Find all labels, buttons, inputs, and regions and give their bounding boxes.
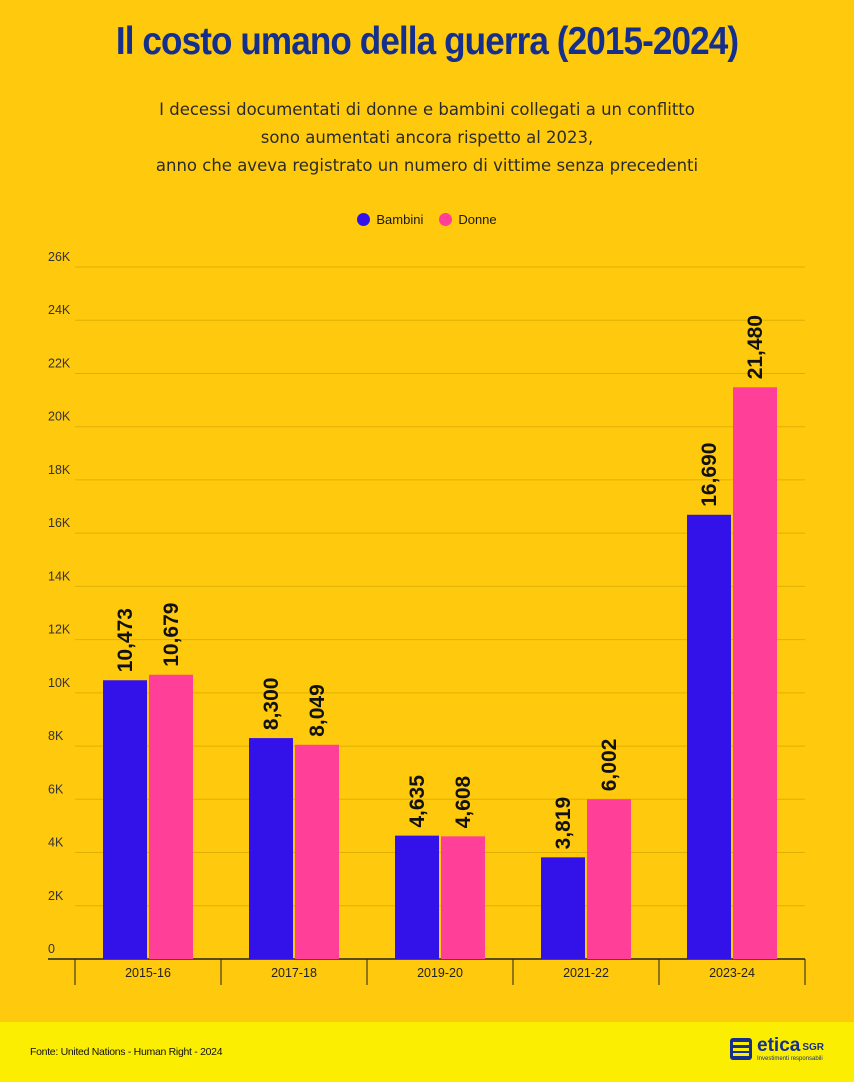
bar-bambini — [687, 514, 731, 959]
brand-name: etica SGR — [757, 1035, 824, 1056]
chart-subtitle: I decessi documentati di donne e bambini… — [60, 96, 794, 180]
chart-legend: Bambini Donne — [0, 212, 854, 227]
y-tick-label: 14K — [48, 569, 71, 583]
bar-bambini — [541, 857, 585, 959]
y-tick-label: 26K — [48, 250, 71, 264]
bar-bambini — [103, 680, 147, 959]
bar-donne — [441, 836, 485, 959]
brand-logo: etica SGR Investimenti responsabili — [730, 1036, 824, 1062]
y-tick-label: 18K — [48, 463, 71, 477]
etica-logo-icon — [730, 1038, 753, 1060]
source-note: Fonte: United Nations - Human Right - 20… — [30, 1046, 223, 1058]
legend-swatch-bambini — [357, 213, 371, 226]
x-tick-label: 2015-16 — [125, 966, 171, 980]
bar-donne — [149, 674, 193, 959]
legend-item-donne[interactable]: Donne — [439, 212, 497, 227]
bar-donne — [587, 799, 631, 959]
brand-tagline: Investimenti responsabili — [757, 1056, 823, 1062]
data-label: 6,002 — [598, 739, 621, 792]
legend-item-bambini[interactable]: Bambini — [357, 212, 423, 227]
y-tick-label: 2K — [48, 889, 64, 903]
data-label: 10,473 — [114, 608, 137, 672]
data-label: 21,480 — [744, 315, 767, 379]
y-tick-label: 24K — [48, 303, 71, 317]
bar-donne — [733, 387, 777, 960]
y-tick-label: 4K — [48, 836, 64, 850]
y-tick-label: 20K — [48, 410, 71, 424]
x-tick-label: 2017-18 — [271, 966, 317, 980]
data-label: 4,608 — [452, 775, 475, 828]
y-tick-label: 0 — [48, 942, 55, 956]
y-tick-label: 8K — [48, 729, 64, 743]
data-label: 16,690 — [698, 443, 721, 507]
legend-label: Bambini — [376, 212, 424, 227]
data-label: 8,049 — [306, 684, 329, 737]
x-tick-label: 2023-24 — [709, 966, 755, 980]
bar-bambini — [395, 835, 439, 959]
subtitle-line: anno che aveva registrato un numero di v… — [155, 156, 699, 175]
data-label: 4,635 — [406, 775, 429, 828]
legend-swatch-donne — [439, 213, 453, 226]
subtitle-line: I decessi documentati di donne e bambini… — [159, 100, 695, 119]
legend-label: Donne — [458, 212, 497, 227]
x-tick-label: 2019-20 — [417, 966, 463, 980]
bar-donne — [295, 744, 339, 959]
y-tick-label: 22K — [48, 356, 71, 370]
y-tick-label: 16K — [48, 516, 71, 530]
y-tick-label: 10K — [48, 676, 71, 690]
data-label: 10,679 — [160, 603, 183, 667]
y-tick-label: 12K — [48, 623, 71, 637]
bar-bambini — [249, 738, 293, 959]
data-label: 8,300 — [260, 678, 283, 731]
footer: Fonte: United Nations - Human Right - 20… — [0, 1022, 854, 1082]
bar-chart: 0 2K 4K 6K 8K 10K 12K 14K 16K 18K 20K 22K 24K 26K 2015… — [48, 250, 806, 985]
x-tick-label: 2021-22 — [563, 966, 609, 980]
y-tick-label: 6K — [48, 782, 64, 796]
subtitle-line: sono aumentati ancora rispetto al 2023, — [260, 128, 594, 147]
chart-title: Il costo umano della guerra (2015-2024) — [115, 20, 739, 63]
data-label: 3,819 — [552, 797, 575, 850]
